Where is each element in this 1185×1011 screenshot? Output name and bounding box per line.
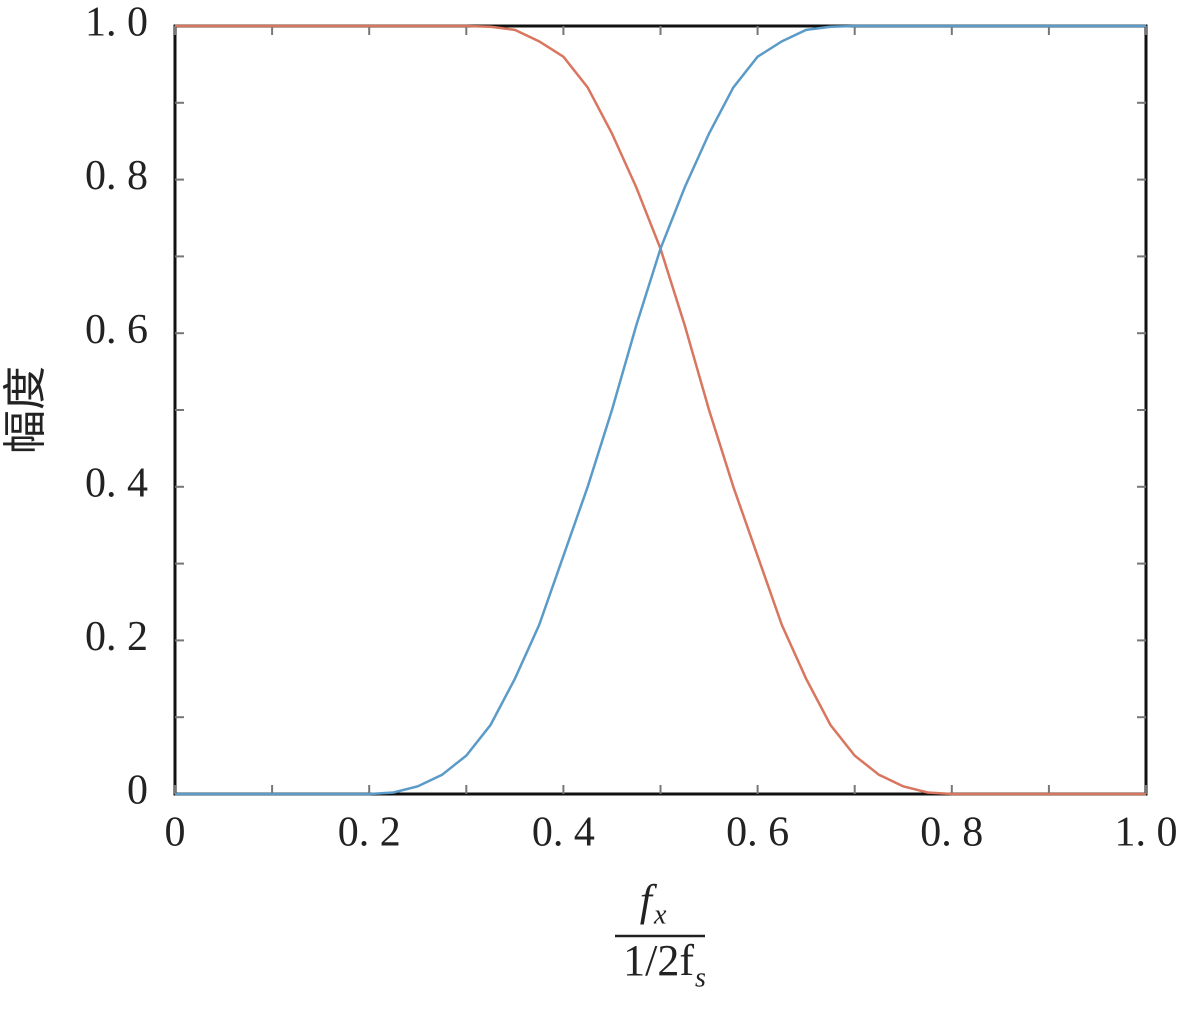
x-tick-label: 1. 0: [1115, 810, 1178, 856]
x-tick-label: 0. 6: [726, 810, 789, 856]
series-line: [175, 24, 1146, 796]
y-tick-label: 0. 4: [85, 460, 148, 506]
series-line: [175, 24, 1146, 796]
x-tick-label: 0. 2: [338, 810, 401, 856]
x-tick-label: 0. 8: [920, 810, 983, 856]
y-tick-label: 0. 6: [85, 307, 148, 353]
y-tick-label: 0. 2: [85, 614, 148, 660]
plot-frame: [173, 24, 1148, 796]
x-label-denominator-sub: s: [695, 962, 706, 993]
y-axis-label: 幅度: [1, 366, 50, 454]
x-label-numerator-sub: x: [653, 899, 667, 930]
y-tick-label: 0. 8: [85, 153, 148, 199]
x-tick-label: 0: [165, 810, 186, 856]
y-tick-label: 0: [127, 768, 148, 814]
y-tick-label: 1. 0: [85, 0, 148, 46]
x-tick-label: 0. 4: [532, 810, 595, 856]
x-axis-label: f x 1/2f s: [615, 876, 706, 993]
x-label-denominator: 1/2f: [623, 936, 694, 985]
